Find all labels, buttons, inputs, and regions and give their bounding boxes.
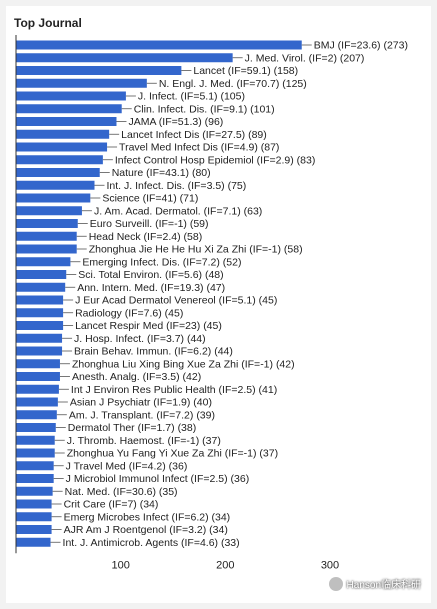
bar-label: Anesth. Analg. (IF=3.5) (42)	[72, 371, 201, 383]
bar	[16, 53, 233, 63]
bar-chart: BMJ (IF=23.6) (273)J. Med. Virol. (IF=2)…	[15, 35, 408, 571]
bar	[16, 333, 63, 343]
bar	[16, 346, 63, 356]
bar-label: Zhonghua Yu Fang Yi Xue Za Zhi (IF=-1) (…	[67, 448, 278, 460]
bar	[16, 180, 95, 190]
watermark: Hanson临床科研	[328, 576, 421, 591]
bar	[16, 499, 52, 509]
bar	[16, 372, 60, 381]
bar	[16, 512, 52, 522]
bar	[16, 257, 71, 267]
bar	[16, 537, 51, 547]
bar-label: J. Hosp. Infect. (IF=3.7) (44)	[74, 333, 206, 345]
chart-card: Top Journal BMJ (IF=23.6) (273) J. Med. V…	[6, 6, 431, 603]
bar	[16, 486, 53, 496]
bar-label: Crit Care (IF=7) (34)	[64, 499, 159, 511]
bar-label: Brain Behav. Immun. (IF=6.2) (44)	[74, 346, 233, 358]
bar-label: Int. J. Infect. Dis. (IF=3.5) (75)	[107, 180, 247, 192]
bar	[16, 525, 52, 534]
bar-label: Radiology (IF=7.6) (45)	[75, 307, 183, 319]
bar-label: AJR Am J Roentgenol (IF=3.2) (34)	[64, 524, 228, 536]
bar-label: JAMA (IF=51.3) (96)	[128, 116, 223, 128]
bar	[16, 219, 78, 228]
bar	[16, 244, 77, 254]
bar-label: Nat. Med. (IF=30.6) (35)	[65, 486, 178, 498]
bar-label: Asian J Psychiatr (IF=1.9) (40)	[70, 397, 212, 409]
bar	[16, 410, 57, 420]
bar-label: J. Med. Virol. (IF=2) (207)	[245, 52, 365, 64]
bar	[16, 435, 55, 445]
watermark-text: Hanson临床科研	[346, 580, 421, 591]
bar	[16, 66, 182, 75]
bar	[16, 384, 59, 394]
bar	[16, 91, 126, 101]
bar-label: Head Neck (IF=2.4) (58)	[89, 231, 203, 243]
bar	[16, 282, 66, 292]
bar-label: Euro Surveill. (IF=-1) (59)	[90, 218, 209, 230]
bar-label: Infect Control Hosp Epidemiol (IF=2.9) (…	[115, 154, 315, 166]
bar-label: Clin. Infect. Dis. (IF=9.1) (101)	[134, 103, 275, 115]
bar-label: Emerg Microbes Infect (IF=6.2) (34)	[64, 511, 231, 523]
chart-title: Top Journal	[14, 16, 82, 30]
bar-label: Int. J. Antimicrob. Agents (IF=4.6) (33)	[63, 537, 240, 549]
bar-label: Lancet (IF=59.1) (158)	[193, 65, 298, 77]
bar	[16, 206, 82, 216]
bar	[16, 448, 55, 458]
bar-label: Sci. Total Environ. (IF=5.6) (48)	[78, 269, 223, 281]
bar	[16, 474, 54, 483]
bar-label: J Microbiol Immunol Infect (IF=2.5) (36)	[66, 473, 250, 485]
bar-label: Ann. Intern. Med. (IF=19.3) (47)	[77, 282, 225, 294]
bar	[16, 270, 67, 279]
bar	[16, 397, 58, 407]
x-tick-label: 200	[216, 559, 234, 571]
bar	[16, 129, 110, 139]
bar	[16, 142, 108, 152]
bar	[16, 40, 302, 50]
bar	[16, 193, 91, 203]
bar	[16, 168, 100, 177]
bar-label: Int J Environ Res Public Health (IF=2.5)…	[71, 384, 277, 396]
bar-label: Nature (IF=43.1) (80)	[112, 167, 211, 179]
bar-label: N. Engl. J. Med. (IF=70.7) (125)	[159, 78, 307, 90]
bar	[16, 423, 56, 432]
bar	[16, 231, 77, 241]
bar	[16, 117, 117, 126]
bar-label: J. Infect. (IF=5.1) (105)	[138, 91, 245, 103]
bar-label: Dermatol Ther (IF=1.7) (38)	[68, 422, 196, 434]
bar	[16, 104, 122, 114]
bar	[16, 78, 147, 88]
bar-label: Science (IF=41) (71)	[102, 193, 198, 205]
bar	[16, 321, 64, 330]
bar	[16, 308, 64, 318]
bar-label: Emerging Infect. Dis. (IF=7.2) (52)	[82, 256, 241, 268]
bar	[16, 155, 103, 165]
wechat-icon	[328, 576, 343, 591]
bar-label: BMJ (IF=23.6) (273)	[314, 40, 408, 52]
bar-label: Zhonghua Jie He He Hu Xi Za Zhi (IF=-1) …	[89, 244, 303, 256]
bar-label: J. Thromb. Haemost. (IF=-1) (37)	[67, 435, 221, 447]
x-tick-label: 300	[321, 559, 339, 571]
bar-label: Travel Med Infect Dis (IF=4.9) (87)	[119, 142, 279, 154]
bar-label: Lancet Respir Med (IF=23) (45)	[75, 320, 222, 332]
bar	[16, 359, 60, 369]
bar-label: J Travel Med (IF=4.2) (36)	[66, 460, 188, 472]
bar	[16, 461, 54, 471]
bar-label: Zhonghua Liu Xing Bing Xue Za Zhi (IF=-1…	[72, 358, 295, 370]
bar-label: Lancet Infect Dis (IF=27.5) (89)	[121, 129, 267, 141]
bar	[16, 295, 64, 305]
x-tick-label: 100	[111, 559, 129, 571]
bar-label: J. Am. Acad. Dermatol. (IF=7.1) (63)	[94, 205, 262, 217]
bar-label: Am. J. Transplant. (IF=7.2) (39)	[69, 409, 215, 421]
bar-label: J Eur Acad Dermatol Venereol (IF=5.1) (4…	[75, 295, 277, 307]
